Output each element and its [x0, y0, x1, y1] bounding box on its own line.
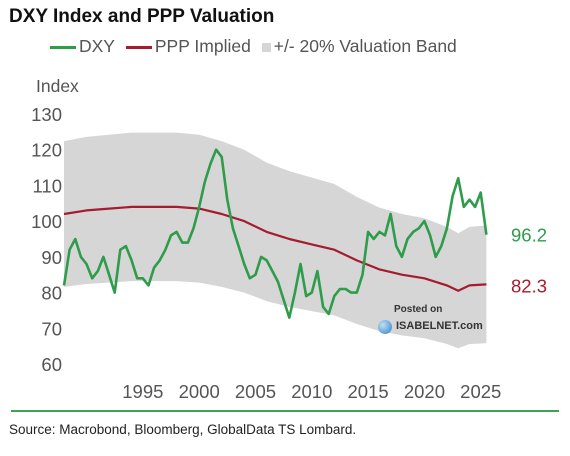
y-tick-label: 60 [41, 354, 62, 375]
x-tick-label: 1995 [122, 381, 163, 402]
legend-item-ppp: PPP Implied [125, 36, 251, 57]
x-tick-label: 2010 [291, 381, 332, 402]
y-tick-label: 70 [41, 318, 62, 339]
legend-label-dxy: DXY [79, 36, 115, 56]
watermark-posted-label: Posted on [394, 304, 443, 315]
valuation-band-area [64, 132, 487, 349]
y-tick-label: 80 [41, 283, 62, 304]
legend-swatch-dxy [50, 45, 76, 49]
watermark-site-label: ISABELNET.com [396, 320, 483, 332]
dxy-end-label: 96.2 [511, 225, 547, 246]
legend-item-dxy: DXY [50, 36, 115, 57]
y-tick-label: 90 [41, 247, 62, 268]
legend-label-ppp: PPP Implied [154, 36, 251, 56]
x-tick-label: 2020 [404, 381, 445, 402]
y-tick-label: 100 [31, 211, 62, 232]
ppp-end-label: 82.3 [511, 275, 547, 296]
y-tick-label: 110 [33, 175, 63, 196]
chart-title: DXY Index and PPP Valuation [9, 6, 275, 27]
x-tick-label: 2000 [179, 381, 220, 402]
footer-divider [11, 410, 559, 412]
x-tick-label: 2025 [460, 381, 501, 402]
y-tick-label: 120 [31, 140, 62, 161]
chart-legend: DXY PPP Implied +/- 20% Valuation Band [50, 36, 463, 57]
y-tick-label: 130 [31, 104, 62, 125]
x-tick-label: 2015 [348, 381, 389, 402]
legend-label-band: +/- 20% Valuation Band [273, 36, 457, 56]
x-tick-label: 2005 [235, 381, 276, 402]
y-axis-label: Index [36, 76, 79, 96]
ppp-implied-line [63, 205, 487, 292]
legend-swatch-band [261, 42, 271, 52]
source-note: Source: Macrobond, Bloomberg, GlobalData… [9, 422, 357, 437]
dxy-line [62, 148, 488, 319]
legend-swatch-ppp [125, 45, 152, 49]
globe-icon [378, 320, 392, 334]
legend-item-band: +/- 20% Valuation Band [261, 36, 457, 57]
